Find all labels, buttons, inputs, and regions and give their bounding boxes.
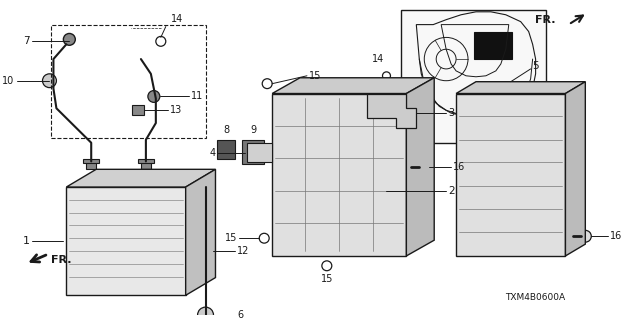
- Circle shape: [504, 158, 518, 172]
- Circle shape: [283, 203, 297, 217]
- Circle shape: [198, 307, 214, 320]
- Text: 1: 1: [22, 236, 29, 246]
- Circle shape: [321, 114, 335, 128]
- Text: 16: 16: [453, 162, 465, 172]
- Polygon shape: [218, 140, 236, 159]
- Bar: [141, 161, 151, 169]
- Bar: [51, 25, 205, 138]
- Bar: [401, 10, 545, 143]
- Bar: [198, 241, 214, 261]
- Circle shape: [321, 203, 335, 217]
- Text: 2: 2: [448, 186, 455, 196]
- Text: 15: 15: [225, 233, 237, 243]
- Text: 16: 16: [610, 231, 623, 241]
- Text: 15: 15: [321, 274, 333, 284]
- Circle shape: [358, 114, 372, 128]
- Polygon shape: [367, 93, 416, 128]
- Polygon shape: [456, 82, 586, 93]
- Circle shape: [42, 74, 56, 88]
- Text: 15: 15: [309, 71, 321, 81]
- Text: 12: 12: [237, 246, 250, 256]
- Text: 5: 5: [532, 61, 540, 71]
- Circle shape: [367, 82, 376, 90]
- Text: 10: 10: [3, 76, 15, 86]
- Text: FR.: FR.: [51, 255, 72, 265]
- Bar: [138, 159, 154, 164]
- Text: 3: 3: [448, 108, 454, 118]
- Text: 11: 11: [191, 92, 203, 101]
- Polygon shape: [67, 169, 216, 187]
- Text: 14: 14: [372, 54, 385, 64]
- Circle shape: [504, 203, 518, 217]
- Circle shape: [63, 34, 76, 45]
- Polygon shape: [132, 105, 144, 115]
- Text: 8: 8: [223, 125, 230, 135]
- Polygon shape: [186, 169, 216, 295]
- Circle shape: [283, 158, 297, 172]
- Circle shape: [283, 114, 297, 128]
- Polygon shape: [406, 78, 434, 256]
- Text: TXM4B0600A: TXM4B0600A: [506, 293, 566, 302]
- Text: 9: 9: [250, 125, 257, 135]
- Text: 14: 14: [171, 14, 183, 24]
- Polygon shape: [243, 140, 264, 164]
- Circle shape: [148, 91, 160, 102]
- Polygon shape: [565, 82, 586, 256]
- Polygon shape: [67, 187, 186, 295]
- Circle shape: [321, 158, 335, 172]
- Circle shape: [417, 161, 429, 173]
- Polygon shape: [247, 143, 272, 163]
- Polygon shape: [272, 93, 406, 256]
- Polygon shape: [272, 78, 434, 93]
- Circle shape: [358, 158, 372, 172]
- Circle shape: [358, 203, 372, 217]
- Circle shape: [579, 230, 591, 242]
- Text: 13: 13: [170, 105, 182, 115]
- Text: 4: 4: [209, 148, 216, 157]
- Text: 7: 7: [23, 36, 29, 46]
- Circle shape: [504, 114, 518, 128]
- Text: 6: 6: [237, 310, 243, 320]
- Bar: [474, 31, 512, 59]
- Bar: [86, 161, 96, 169]
- Bar: [83, 159, 99, 164]
- Text: FR.: FR.: [535, 15, 556, 25]
- Polygon shape: [456, 93, 565, 256]
